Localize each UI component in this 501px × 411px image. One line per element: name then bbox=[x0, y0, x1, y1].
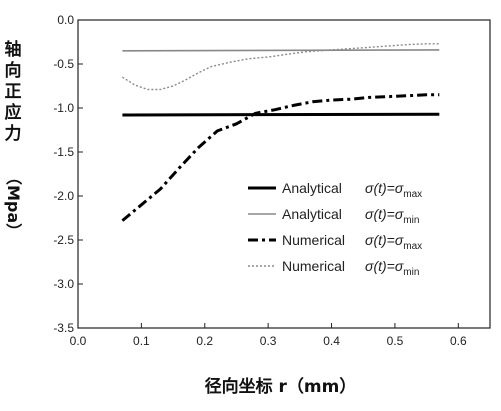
x-tick-label: 0.6 bbox=[450, 334, 467, 348]
legend-label-4: Numerical bbox=[282, 258, 345, 274]
legend-label-1: Analytical bbox=[282, 180, 342, 196]
series-line-1 bbox=[122, 112, 440, 117]
series-line-3 bbox=[121, 93, 440, 222]
x-tick-label: 0.4 bbox=[323, 334, 340, 348]
y-axis-label: 轴 向 正 应 力 bbox=[4, 40, 22, 144]
y-tick-label: 0.0 bbox=[57, 13, 74, 27]
y-tick-label: -2.5 bbox=[53, 233, 74, 247]
x-tick-label: 0.2 bbox=[196, 334, 213, 348]
x-tick-label: 0.0 bbox=[70, 334, 87, 348]
plot-frame bbox=[77, 19, 491, 329]
y-axis-unit-label: （Mpa） bbox=[4, 169, 23, 240]
legend-label-2: Analytical bbox=[282, 206, 342, 222]
y-tick-label: -1.5 bbox=[53, 145, 74, 159]
x-axis-label: 径向坐标 r（mm） bbox=[204, 377, 357, 397]
y-tick-label: -1.0 bbox=[53, 101, 74, 115]
y-tick-label: -3.0 bbox=[53, 277, 74, 291]
y-tick-label: -2.0 bbox=[53, 189, 74, 203]
x-tick-label: 0.1 bbox=[133, 334, 150, 348]
legend-condition-3: σ(t)=σmax bbox=[365, 232, 422, 252]
series-layer bbox=[121, 43, 440, 222]
legend: Analytical σ(t)=σmax Analytical σ(t)=σmin Nu… bbox=[248, 180, 422, 278]
x-tick-label: 0.3 bbox=[260, 334, 277, 348]
axes-layer: 0.0 0.1 0.2 0.3 0.4 0.5 0.6 0.0 -0.5 -1.0 -1.5 -2.0… bbox=[53, 13, 491, 348]
legend-condition-1: σ(t)=σmax bbox=[365, 180, 422, 200]
x-tick-label: 0.5 bbox=[387, 334, 404, 348]
legend-condition-2: σ(t)=σmin bbox=[365, 206, 419, 226]
series-line-2 bbox=[122, 49, 440, 52]
legend-condition-4: σ(t)=σmin bbox=[365, 258, 419, 278]
y-tick-label: -0.5 bbox=[53, 57, 74, 71]
y-tick-label: -3.5 bbox=[53, 321, 74, 335]
legend-label-3: Numerical bbox=[282, 232, 345, 248]
series-line-4 bbox=[122, 43, 440, 91]
